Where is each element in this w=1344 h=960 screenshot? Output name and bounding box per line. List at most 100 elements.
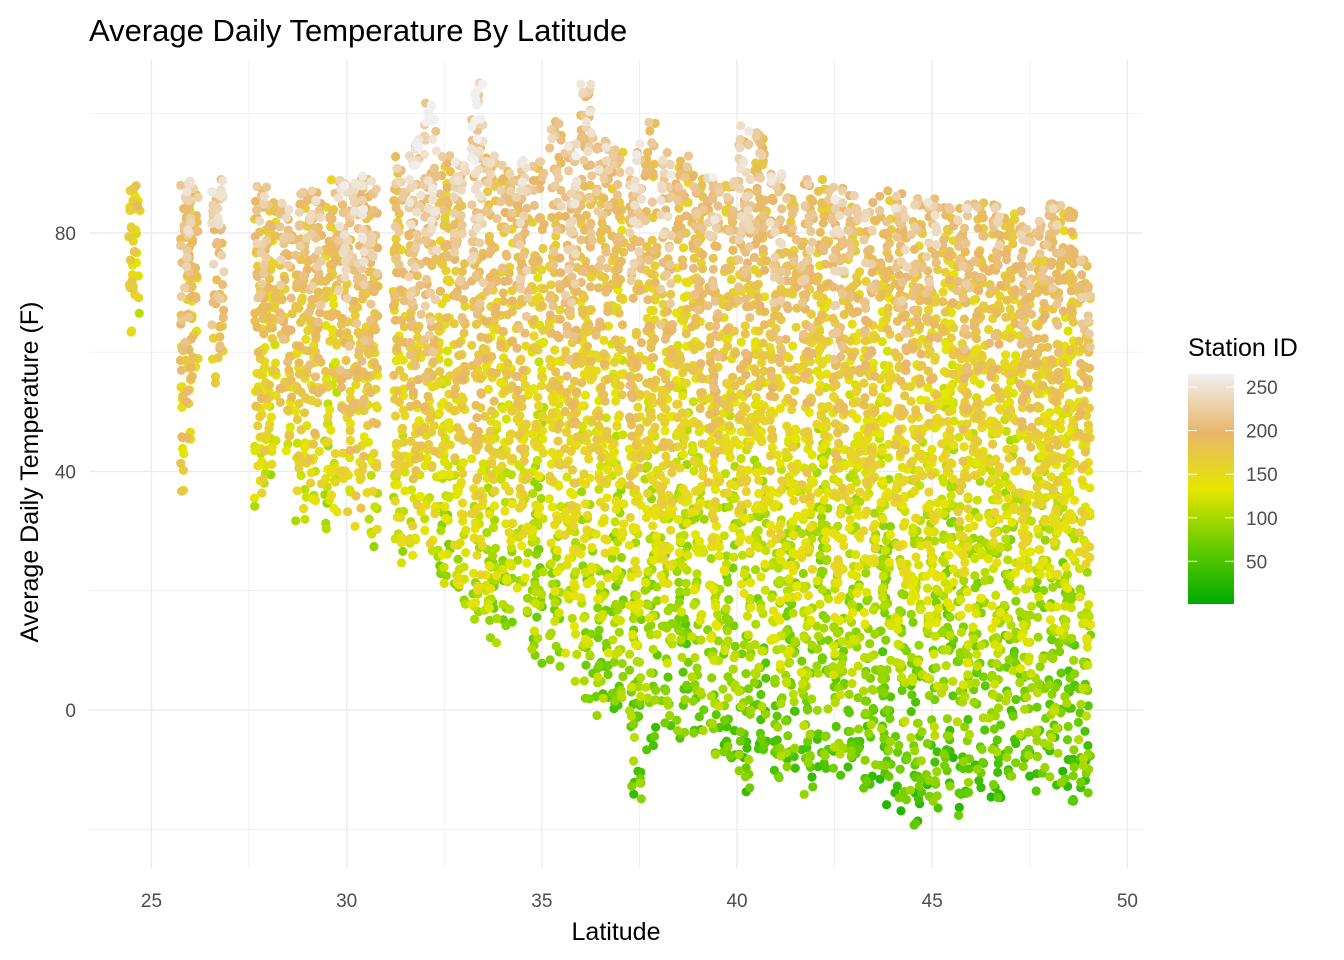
data-point: [1005, 304, 1015, 314]
data-point: [678, 243, 689, 253]
data-point: [906, 707, 916, 717]
data-point: [773, 722, 783, 732]
data-point: [579, 676, 589, 686]
data-point: [735, 727, 746, 737]
data-point: [1035, 545, 1045, 555]
data-point: [396, 558, 407, 568]
data-point: [567, 613, 577, 624]
data-point: [880, 545, 890, 555]
data-point: [1042, 430, 1052, 440]
data-point: [924, 775, 935, 785]
data-point: [656, 497, 666, 507]
data-point: [1024, 563, 1034, 574]
data-point: [806, 615, 816, 626]
data-point: [693, 419, 703, 429]
data-point: [720, 645, 730, 656]
data-point: [788, 516, 798, 527]
data-point: [908, 523, 918, 533]
data-point: [582, 579, 593, 589]
data-point: [707, 535, 717, 545]
data-point: [600, 548, 610, 558]
data-point: [467, 454, 477, 464]
data-point: [643, 416, 653, 426]
data-point: [691, 486, 701, 496]
data-point: [757, 701, 767, 712]
data-point: [627, 781, 637, 791]
data-point: [663, 606, 673, 616]
data-point: [908, 617, 918, 628]
data-point: [677, 652, 687, 662]
data-point: [829, 742, 839, 752]
data-point: [1082, 567, 1092, 577]
data-point: [571, 629, 581, 639]
data-point: [736, 454, 746, 464]
data-point: [476, 570, 486, 580]
data-point: [968, 622, 978, 632]
data-point: [439, 578, 449, 588]
data-point: [636, 794, 646, 804]
data-point: [666, 525, 676, 535]
data-point: [127, 326, 137, 336]
data-point: [1033, 632, 1043, 642]
data-point: [806, 522, 816, 532]
data-point: [425, 539, 435, 549]
data-point: [706, 691, 716, 701]
data-point: [609, 357, 619, 367]
data-point: [942, 463, 953, 474]
data-point: [924, 487, 934, 497]
data-point: [631, 523, 641, 534]
data-point: [179, 449, 189, 459]
data-point: [461, 548, 471, 558]
data-point: [924, 620, 934, 630]
data-point: [689, 466, 699, 476]
data-point: [610, 517, 620, 527]
data-point: [390, 496, 400, 506]
data-point: [592, 710, 602, 721]
data-point: [581, 479, 591, 489]
data-point: [963, 787, 974, 798]
data-point: [945, 383, 955, 393]
data-point: [989, 537, 999, 547]
data-point: [504, 486, 514, 496]
data-point: [618, 671, 628, 682]
data-point: [616, 552, 627, 563]
data-point: [709, 584, 719, 595]
data-point: [963, 777, 974, 788]
data-point: [337, 466, 347, 476]
data-point: [760, 495, 771, 505]
data-point: [775, 743, 785, 753]
data-point: [1048, 582, 1058, 592]
data-point: [901, 795, 912, 805]
data-point: [929, 722, 939, 732]
data-point: [1062, 569, 1072, 580]
data-point: [788, 341, 798, 351]
data-point: [768, 606, 779, 616]
data-point: [784, 574, 794, 584]
data-point: [1048, 653, 1058, 664]
data-point: [1001, 350, 1011, 360]
data-point: [880, 601, 890, 611]
data-point: [735, 736, 745, 746]
data-point: [1040, 517, 1050, 527]
data-point: [948, 676, 958, 687]
data-point: [901, 646, 912, 656]
data-point: [917, 727, 927, 737]
data-point: [781, 676, 791, 687]
data-point: [522, 558, 532, 568]
data-point: [911, 552, 921, 562]
data-point: [797, 553, 807, 563]
data-point: [469, 533, 479, 543]
data-point: [538, 567, 548, 577]
data-point: [803, 705, 813, 715]
data-point: [746, 705, 756, 715]
data-point: [676, 607, 687, 617]
data-point: [624, 665, 635, 675]
data-point: [939, 749, 949, 759]
data-point: [960, 557, 970, 568]
data-point: [808, 782, 818, 792]
data-point: [991, 616, 1001, 627]
data-point: [868, 685, 878, 695]
data-point: [992, 735, 1002, 745]
data-point: [807, 694, 817, 704]
data-point: [532, 612, 542, 622]
